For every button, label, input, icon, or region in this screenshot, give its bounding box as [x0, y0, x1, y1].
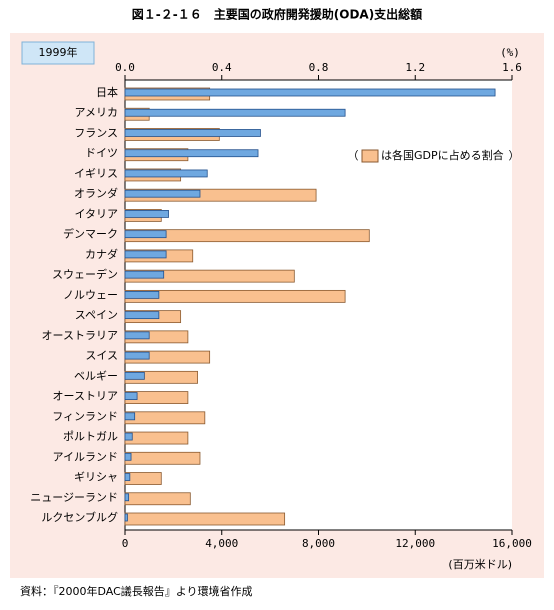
bar	[124, 492, 191, 506]
y-tick-label: スペイン	[75, 309, 118, 322]
bar	[124, 493, 130, 502]
source-note: 資料：『2000年DAC議長報告』より環境省作成	[20, 584, 253, 598]
bar	[124, 230, 167, 239]
x-tick-label: 0	[122, 537, 129, 550]
bar	[124, 169, 208, 178]
y-tick-label: オーストラリア	[42, 329, 118, 342]
y-tick-label: カナダ	[85, 247, 118, 261]
bar	[124, 290, 160, 299]
bar	[124, 472, 162, 485]
y-tick-label: イタリア	[74, 207, 118, 220]
bar	[124, 270, 165, 279]
bar	[124, 431, 189, 445]
bar	[124, 88, 496, 97]
x2-tick-label: 1.6	[502, 61, 522, 74]
bar	[124, 108, 346, 117]
y-tick-label: スウェーデン	[52, 267, 118, 281]
y-tick-label: ベルギー	[74, 369, 118, 382]
y-tick-label: ギリシャ	[74, 471, 118, 484]
bar	[124, 513, 128, 522]
legend-swatch	[361, 149, 379, 163]
legend-close: ）	[509, 149, 520, 162]
x2-tick-label: 1.2	[405, 61, 425, 74]
bar	[124, 311, 160, 320]
bar	[124, 411, 206, 425]
x-tick-label: 16,000	[492, 537, 532, 550]
y-tick-label: ノルウェー	[63, 288, 118, 301]
x2-tick-label: 0.8	[309, 61, 329, 74]
tag-box	[21, 41, 95, 65]
y-tick-label: スイス	[85, 349, 118, 362]
y-tick-label: ドイツ	[85, 147, 118, 160]
bar	[124, 250, 167, 259]
bar	[124, 512, 286, 526]
y-tick-label: フィンランド	[52, 410, 118, 423]
x-tick-label: 8,000	[302, 537, 335, 550]
x-unit: (百万米ドル)	[448, 558, 512, 571]
bar	[124, 412, 136, 421]
bar	[124, 129, 261, 137]
x-tick-label: 12,000	[395, 537, 435, 550]
tag: 1999年	[39, 45, 78, 59]
y-tick-label: ポルトガル	[63, 430, 118, 443]
bar	[124, 392, 138, 400]
bar	[124, 149, 259, 158]
y-tick-label: デンマーク	[63, 227, 118, 241]
legend-label: は各国GDPに占める割合	[381, 148, 504, 162]
bar	[124, 473, 131, 481]
y-tick-label: ニュージーランド	[30, 491, 118, 504]
bar	[124, 452, 132, 461]
x2-unit: (%)	[500, 46, 520, 59]
x2-tick-label: 0.4	[212, 61, 232, 74]
bar	[124, 351, 150, 360]
x2-tick-label: 0.0	[115, 61, 135, 74]
y-tick-label: アイルランド	[53, 450, 118, 463]
bar	[124, 189, 201, 198]
y-tick-label: ルクセンブルグ	[41, 510, 118, 524]
bar	[124, 331, 150, 340]
y-tick-label: 日本	[96, 85, 118, 99]
chart-title: 図１-２-１６ 主要国の政府開発援助(ODA)支出総額	[132, 7, 422, 22]
y-tick-label: フランス	[74, 126, 118, 139]
y-tick-label: オーストリア	[53, 390, 118, 403]
bar	[124, 210, 169, 218]
y-tick-label: オランダ	[74, 186, 118, 200]
x-tick-label: 4,000	[205, 537, 238, 550]
y-tick-label: イギリス	[74, 167, 118, 180]
bar	[124, 371, 145, 380]
bar	[124, 451, 201, 465]
bar	[124, 432, 133, 441]
legend-open: （	[348, 149, 359, 162]
y-tick-label: アメリカ	[75, 106, 118, 119]
